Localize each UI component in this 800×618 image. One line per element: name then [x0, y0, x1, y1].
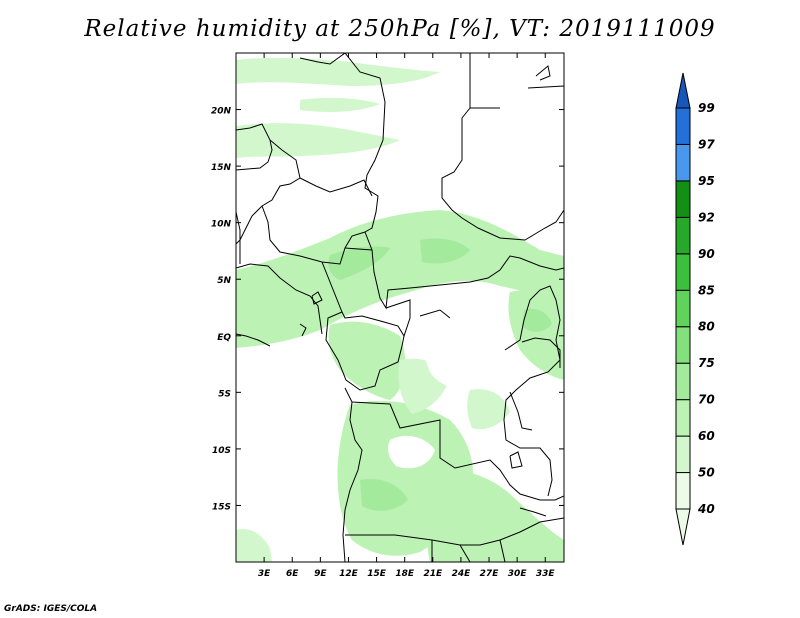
colorbar-bin — [675, 362, 691, 401]
colorbar-bin — [675, 72, 691, 109]
longitude-axis: 3E 6E 9E 12E 15E 18E 21E 24E 27E 30E 33E — [258, 53, 556, 579]
lon-label: 27E — [480, 569, 500, 579]
lon-label: 18E — [395, 569, 415, 579]
lat-label: 20N — [211, 107, 232, 117]
colorbar-label: 60 — [698, 429, 715, 443]
colorbar-label: 40 — [697, 502, 715, 516]
lat-label: 15N — [211, 163, 232, 173]
lon-label: 21E — [423, 569, 443, 579]
colorbar-bin — [675, 180, 691, 218]
humidity-area — [236, 123, 400, 158]
colorbar-bin — [675, 472, 691, 510]
colorbar-bin — [675, 107, 691, 145]
country-borders — [236, 53, 564, 562]
lon-label: 15E — [367, 569, 387, 579]
lon-label: 30E — [508, 569, 528, 579]
colorbar-label: 99 — [698, 101, 715, 115]
grads-credit: GrADS: IGES/COLA — [4, 604, 98, 614]
colorbar-label: 85 — [698, 283, 715, 297]
lon-label: 3E — [258, 569, 271, 579]
colorbar-label: 90 — [698, 247, 715, 261]
colorbar-bin — [675, 289, 691, 328]
colorbar-label: 92 — [698, 210, 715, 224]
lat-label: 10N — [211, 220, 232, 230]
lon-label: 12E — [339, 569, 359, 579]
colorbar-label: 50 — [698, 466, 715, 480]
lon-label: 6E — [286, 569, 299, 579]
dry-area — [388, 435, 435, 469]
humidity-area — [508, 289, 564, 380]
colorbar-label: 97 — [698, 137, 715, 151]
humidity-area — [236, 528, 272, 562]
colorbar-label: 75 — [698, 356, 715, 370]
map-title: Relative humidity at 250hPa [%], VT: 201… — [84, 16, 716, 42]
colorbar-label: 80 — [698, 320, 715, 334]
humidity-area — [236, 57, 440, 86]
colorbar-label: 70 — [698, 393, 715, 407]
latitude-axis: 20N 15N 10N 5N EQ 5S 10S 15S — [211, 107, 564, 512]
colorbar-bin — [675, 435, 691, 474]
lat-label: 15S — [212, 502, 231, 512]
colorbar-bin — [675, 399, 691, 437]
dry-area — [420, 296, 490, 389]
lat-label: 5S — [218, 389, 231, 399]
colorbar-bin — [675, 143, 691, 182]
humidity-area — [467, 389, 510, 430]
lat-label: EQ — [217, 333, 231, 343]
colorbar-bin — [675, 253, 691, 291]
lat-label: 5N — [217, 276, 231, 286]
humidity-area — [328, 246, 390, 280]
lon-label: 33E — [536, 569, 556, 579]
colorbar-bin — [675, 326, 691, 364]
map-frame — [235, 52, 565, 563]
colorbar: 40 50 60 70 75 80 85 90 92 95 97 99 — [675, 72, 715, 546]
humidity-area — [300, 97, 380, 112]
humidity-area — [522, 308, 552, 332]
lat-label: 10S — [212, 446, 231, 456]
colorbar-bin — [675, 508, 691, 546]
humidity-area — [328, 321, 406, 400]
colorbar-bin — [675, 216, 691, 255]
humidity-area — [425, 469, 564, 562]
colorbar-label: 95 — [698, 174, 715, 188]
humidity-shading — [236, 57, 564, 562]
lon-label: 24E — [452, 569, 472, 579]
lon-label: 9E — [314, 569, 327, 579]
humidity-area — [360, 478, 408, 511]
humidity-area — [236, 210, 564, 348]
humidity-area — [420, 238, 470, 264]
